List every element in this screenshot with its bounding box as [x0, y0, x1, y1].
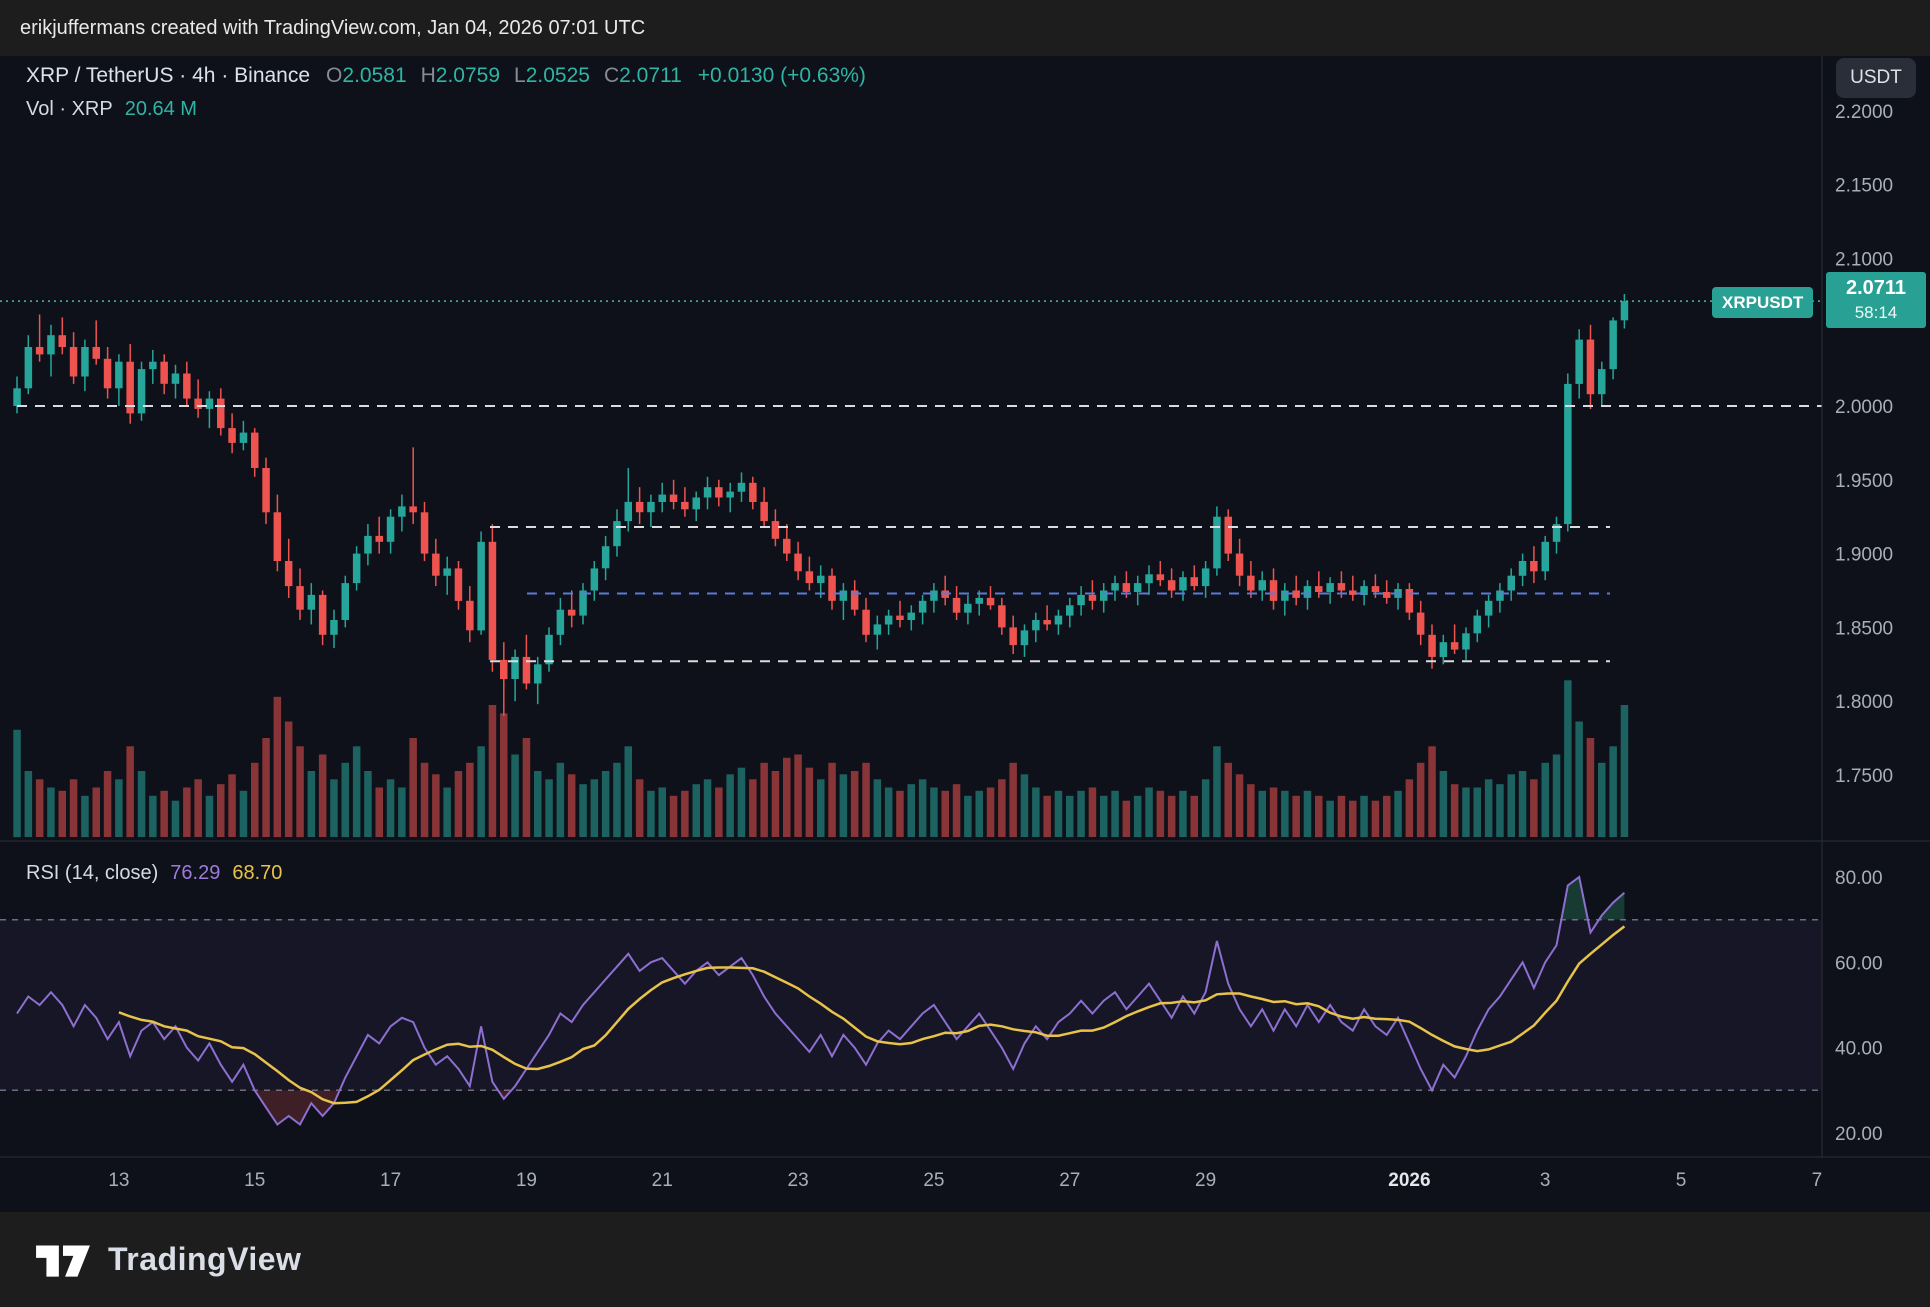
change-value: +0.0130 (+0.63%)	[697, 64, 866, 87]
svg-text:25: 25	[923, 1170, 944, 1191]
svg-text:5: 5	[1676, 1170, 1687, 1191]
svg-text:1.7500: 1.7500	[1835, 766, 1893, 787]
rsi-band-layer	[0, 918, 1822, 1092]
svg-text:1.9500: 1.9500	[1835, 471, 1893, 492]
currency-toggle-button[interactable]: USDT	[1836, 58, 1916, 98]
svg-text:40.00: 40.00	[1835, 1039, 1883, 1060]
svg-text:2.0000: 2.0000	[1835, 397, 1893, 418]
rsi-current-value: 76.29	[170, 862, 221, 884]
svg-text:2.1500: 2.1500	[1835, 176, 1893, 197]
svg-text:2026: 2026	[1388, 1170, 1430, 1191]
svg-text:1.8000: 1.8000	[1835, 692, 1893, 713]
volume-bars-layer	[13, 680, 1629, 838]
volume-value: 20.64 M	[124, 98, 197, 120]
ohlc-open-label: O	[326, 64, 343, 87]
symbol-title[interactable]: XRP / TetherUS · 4h · Binance	[26, 64, 311, 87]
svg-text:27: 27	[1059, 1170, 1080, 1191]
ohlc-low-value: 2.0525	[525, 64, 590, 87]
svg-text:15: 15	[244, 1170, 265, 1191]
svg-text:2.2000: 2.2000	[1835, 102, 1893, 123]
svg-text:21: 21	[652, 1170, 673, 1191]
ohlc-open-value: 2.0581	[342, 64, 407, 87]
svg-text:13: 13	[108, 1170, 129, 1191]
pane-separators	[0, 56, 1930, 1158]
last-price-value: 2.0711	[1845, 277, 1907, 299]
svg-text:1.8500: 1.8500	[1835, 618, 1893, 639]
svg-text:29: 29	[1195, 1170, 1216, 1191]
svg-text:2.1000: 2.1000	[1835, 249, 1893, 270]
tradingview-logo-icon[interactable]	[34, 1235, 92, 1285]
chart-header: XRP / TetherUS · 4h · Binance O2.0581 H2…	[26, 64, 866, 121]
rsi-indicator-header: RSI (14, close) 76.29 68.70	[26, 862, 282, 885]
svg-text:3: 3	[1540, 1170, 1551, 1191]
horizontal-line-drawings[interactable]	[17, 405, 1822, 663]
ohlc-close-label: C	[603, 64, 620, 87]
rsi-indicator-label[interactable]: RSI (14, close)	[26, 862, 159, 884]
attribution-text: erikjuffermans created with TradingView.…	[20, 16, 646, 39]
ohlc-close-value: 2.0711	[619, 64, 682, 87]
ohlc-low-label: L	[514, 64, 526, 87]
svg-text:1.9000: 1.9000	[1835, 545, 1893, 566]
ohlc-values: O2.0581 H2.0759 L2.0525 C2.0711	[326, 64, 682, 88]
time-axis[interactable]: 13 15 17 19 21 23 25 27 29 2026 3 5 7	[108, 1170, 1822, 1191]
price-axis[interactable]: 2.2000 2.1500 2.1000 2.0000 1.9500 1.9000 1.85…	[1835, 102, 1893, 1145]
volume-indicator-label[interactable]: Vol · XRP	[26, 98, 113, 120]
tradingview-footer: TradingView	[0, 1212, 1930, 1307]
rsi-line	[16, 875, 1626, 1127]
svg-text:23: 23	[788, 1170, 809, 1191]
attribution-bar: erikjuffermans created with TradingView.…	[0, 0, 1930, 56]
ohlc-high-value: 2.0759	[435, 64, 501, 87]
svg-text:60.00: 60.00	[1835, 953, 1883, 974]
svg-text:20.00: 20.00	[1835, 1124, 1883, 1145]
ohlc-high-label: H	[420, 64, 436, 87]
svg-text:19: 19	[516, 1170, 537, 1191]
symbol-price-flag: XRPUSDT	[1712, 287, 1814, 318]
svg-text:7: 7	[1812, 1170, 1823, 1191]
tradingview-brand-text[interactable]: TradingView	[108, 1241, 302, 1277]
svg-text:17: 17	[380, 1170, 401, 1191]
last-price-badge: 2.0711 58:14	[1826, 272, 1926, 328]
bar-countdown: 58:14	[1854, 303, 1898, 322]
rsi-ma-line	[118, 925, 1626, 1105]
rsi-ma-value: 68.70	[232, 862, 283, 884]
svg-text:80.00: 80.00	[1835, 868, 1883, 889]
candles-layer	[13, 294, 1629, 716]
